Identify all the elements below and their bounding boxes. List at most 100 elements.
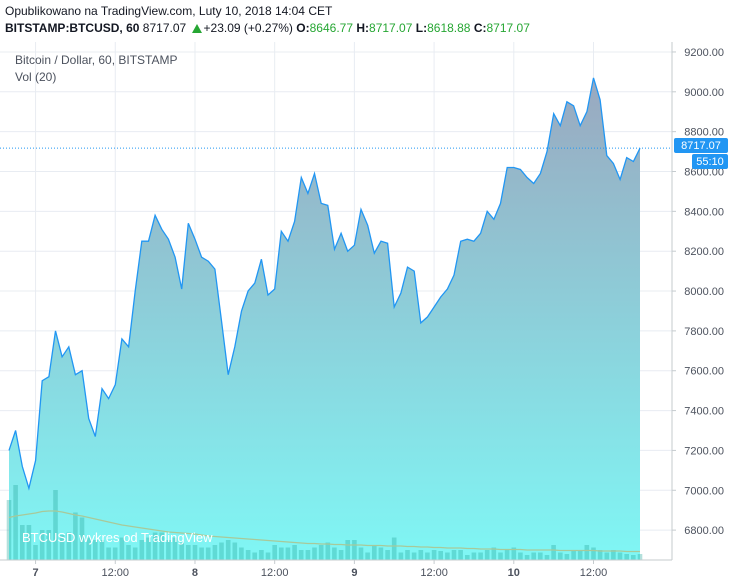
volume-bar <box>93 540 98 560</box>
volume-bar <box>245 550 251 560</box>
volume-bar <box>192 545 198 560</box>
volume-bar <box>451 550 457 560</box>
watermark: BTCUSD wykres od TradingView <box>22 530 213 545</box>
volume-bar <box>285 547 291 560</box>
volume-bar <box>172 537 178 560</box>
volume-bar <box>159 532 164 560</box>
volume-bar <box>132 547 138 560</box>
low-label: L: <box>415 21 428 35</box>
volume-bar <box>345 540 350 560</box>
volume-bar <box>186 545 191 560</box>
y-tick-label: 7800.00 <box>684 326 724 338</box>
volume-bar <box>577 550 583 560</box>
volume-bar <box>318 545 324 560</box>
x-tick-label: 12:00 <box>102 567 130 579</box>
volume-bar <box>79 517 85 560</box>
volume-bar <box>458 550 463 560</box>
volume-bar <box>478 552 483 560</box>
volume-bar <box>445 552 450 560</box>
symbol-label[interactable]: BITSTAMP:BTCUSD, 60 <box>5 21 140 35</box>
volume-bar <box>39 530 45 560</box>
volume-bar <box>584 545 590 560</box>
volume-bar <box>538 552 543 560</box>
x-tick-label: 8 <box>192 567 198 579</box>
volume-bar <box>66 532 72 560</box>
volume-bar <box>378 547 384 560</box>
volume-bar <box>405 550 410 560</box>
volume-bar <box>504 550 510 560</box>
volume-bar <box>325 542 331 560</box>
volume-bar <box>225 540 231 560</box>
volume-bar <box>411 552 417 560</box>
volume-bar <box>531 552 536 560</box>
volume-bar <box>551 545 556 560</box>
volume-bar <box>558 552 563 560</box>
price-change: +23.09 (+0.27%) <box>203 21 293 35</box>
volume-bar <box>205 547 211 560</box>
time-axis[interactable]: 7 12:00 8 12:00 9 12:00 10 12:00 <box>33 560 608 579</box>
x-tick-label: 12:00 <box>580 567 608 579</box>
volume-bar <box>152 532 158 560</box>
y-tick-label: 7200.00 <box>684 445 724 457</box>
volume-bar <box>372 545 377 560</box>
volume-bar <box>431 550 437 560</box>
arrow-up-icon <box>191 24 202 33</box>
volume-bar <box>544 555 550 560</box>
volume-bar <box>312 547 317 560</box>
volume-bar <box>365 552 370 560</box>
volume-bar <box>106 547 111 560</box>
volume-bar <box>259 550 264 560</box>
high-label: H: <box>356 21 370 35</box>
published-note: Opublikowano na TradingView.com, Luty 10… <box>5 4 333 18</box>
svg-text:8717.07: 8717.07 <box>681 140 721 152</box>
volume-bar <box>59 535 65 560</box>
volume-bar <box>617 552 623 560</box>
volume-bar <box>425 552 430 560</box>
volume-title: Vol (20) <box>15 70 56 84</box>
volume-bar <box>391 537 397 560</box>
y-tick-label: 8600.00 <box>684 167 724 179</box>
price-axis[interactable]: 9200.00 9000.00 8800.00 8600.00 8400.00 8200.… <box>672 47 724 537</box>
x-tick-label: 12:00 <box>420 567 448 579</box>
volume-bar <box>292 545 297 560</box>
low-value: 8618.88 <box>427 21 471 35</box>
volume-bar <box>438 551 443 560</box>
volume-bar <box>6 500 12 560</box>
volume-bar <box>73 512 78 560</box>
price-line <box>8 77 641 491</box>
volume-bar <box>212 545 218 560</box>
volume-bar <box>252 552 257 560</box>
volume-bar <box>484 550 490 560</box>
volume-bar <box>631 555 636 560</box>
volume-bar <box>611 550 616 560</box>
volume-bar <box>112 547 118 560</box>
y-tick-label: 8200.00 <box>684 246 724 258</box>
volume-bar <box>265 552 271 560</box>
volume-bar <box>338 550 344 560</box>
y-tick-label: 8400.00 <box>684 206 724 218</box>
y-tick-label: 8800.00 <box>684 127 724 139</box>
volume-bar <box>332 547 337 560</box>
volume-bar <box>232 542 238 560</box>
volume-bar <box>33 545 38 560</box>
volume-bar <box>604 552 610 560</box>
x-tick-label: 9 <box>351 567 357 579</box>
svg-text:55:10: 55:10 <box>696 156 724 168</box>
volume-bar <box>146 537 151 560</box>
volume-bar <box>272 545 277 560</box>
volume-bar <box>99 540 105 560</box>
volume-bar <box>119 537 125 560</box>
open-value: 8646.77 <box>309 21 354 35</box>
high-value: 8717.07 <box>369 21 413 35</box>
volume-bar <box>53 490 58 560</box>
volume-bar <box>199 547 204 560</box>
open-label: O: <box>296 21 310 35</box>
volume-bar <box>219 542 224 560</box>
ticker-line: BITSTAMP:BTCUSD, 60 8717.07 +23.09 (+0.2… <box>5 19 735 37</box>
volume-bar <box>126 545 131 560</box>
volume-bar <box>491 547 497 560</box>
x-tick-label: 12:00 <box>261 567 289 579</box>
volume-bar <box>624 554 629 560</box>
last-price-badge: 8717.07 <box>674 138 728 153</box>
